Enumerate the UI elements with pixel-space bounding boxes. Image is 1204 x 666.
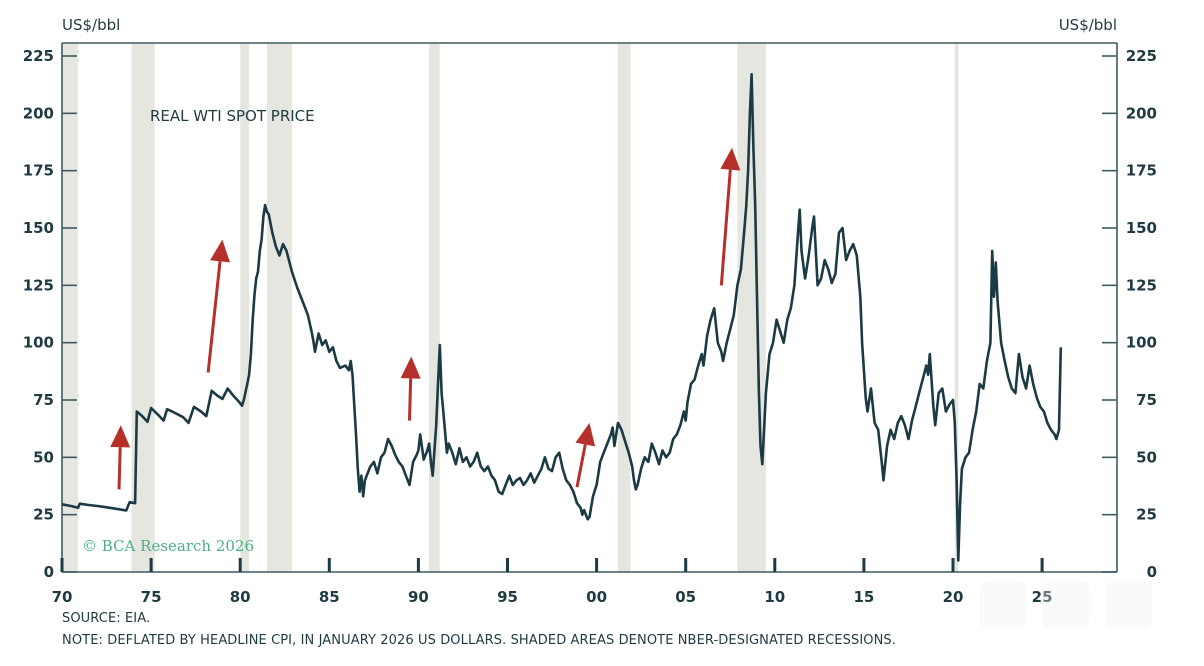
y-tick-label-left: 0 (44, 563, 54, 581)
recession-band (62, 43, 79, 572)
x-tick-label: 70 (52, 588, 73, 606)
y-tick-label-left: 175 (23, 162, 54, 180)
chart-title: REAL WTI SPOT PRICE (150, 107, 315, 125)
series-line-real-wti (61, 73, 1063, 562)
x-tick-label: 20 (943, 588, 964, 606)
footer-source: SOURCE: EIA. (62, 611, 151, 626)
y-tick-label-right: 150 (1126, 219, 1157, 237)
x-tick-label: 05 (675, 588, 696, 606)
axes-group (61, 42, 1118, 573)
annotation-arrow-head (400, 356, 421, 379)
annotation-arrow-head (110, 425, 131, 448)
annotation-arrow-shaft (407, 378, 413, 421)
download-icon[interactable] (980, 582, 1026, 628)
y-tick-label-left: 50 (33, 448, 54, 466)
recession-band (429, 43, 440, 572)
y-tick-label-right: 0 (1147, 563, 1157, 581)
y-tick-label-left: 25 (33, 506, 54, 524)
y-tick-label-right: 225 (1126, 47, 1157, 65)
y-tick-label-right: 50 (1136, 448, 1157, 466)
x-ticks-group: 70 75 80 85 90 95 00 05 10 15 20 25 (52, 558, 1053, 606)
x-tick-label: 85 (319, 588, 340, 606)
x-tick-label: 90 (408, 588, 429, 606)
y-tick-label-left: 125 (23, 276, 54, 294)
annotation-arrow-shaft (117, 447, 122, 490)
y-axis-label-left: US$/bbl (62, 16, 120, 34)
x-tick-label: 15 (853, 588, 874, 606)
y-tick-label-left: 75 (33, 391, 54, 409)
annotation-arrow-head (575, 422, 596, 447)
y-tick-label-right: 200 (1126, 104, 1157, 122)
y-tick-label-right: 25 (1136, 506, 1157, 524)
x-tick-label: 00 (586, 588, 607, 606)
recession-band (266, 43, 292, 572)
y-tick-label-right: 125 (1126, 276, 1157, 294)
annotation-arrows-group (110, 147, 741, 490)
y-tick-label-left: 100 (23, 334, 54, 352)
translate-icon[interactable] (1106, 582, 1152, 628)
x-tick-label: 10 (764, 588, 785, 606)
y-tick-label-right: 175 (1126, 162, 1157, 180)
share-icon[interactable] (1043, 582, 1089, 628)
y-tick-label-left: 200 (23, 104, 54, 122)
footer-note: NOTE: DEFLATED BY HEADLINE CPI, IN JANUA… (62, 633, 896, 648)
annotation-arrow-head (720, 147, 741, 171)
recession-band (737, 43, 766, 572)
y-ticks-group: 0 0 25 25 50 50 75 75 100 100 125 125 150 150 175 175 20… (23, 47, 1157, 581)
y-tick-label-right: 100 (1126, 334, 1157, 352)
recession-band (240, 43, 250, 572)
x-tick-label: 75 (141, 588, 162, 606)
recession-shading-group (62, 43, 959, 572)
y-axis-label-right: US$/bbl (1059, 16, 1117, 34)
annotation-arrow-shaft (206, 261, 222, 373)
y-tick-label-left: 225 (23, 47, 54, 65)
annotation-arrow-head (210, 239, 230, 263)
annotation-arrow-shaft (719, 169, 732, 286)
recession-band (617, 43, 631, 572)
annotation-arrow-shaft (575, 444, 587, 488)
y-tick-label-left: 150 (23, 219, 54, 237)
copyright-label: © BCA Research 2026 (82, 537, 254, 555)
x-tick-label: 80 (230, 588, 251, 606)
y-tick-label-right: 75 (1136, 391, 1157, 409)
recession-band (954, 43, 959, 572)
x-tick-label: 95 (497, 588, 518, 606)
x-tick-label: 25 (1032, 588, 1053, 606)
